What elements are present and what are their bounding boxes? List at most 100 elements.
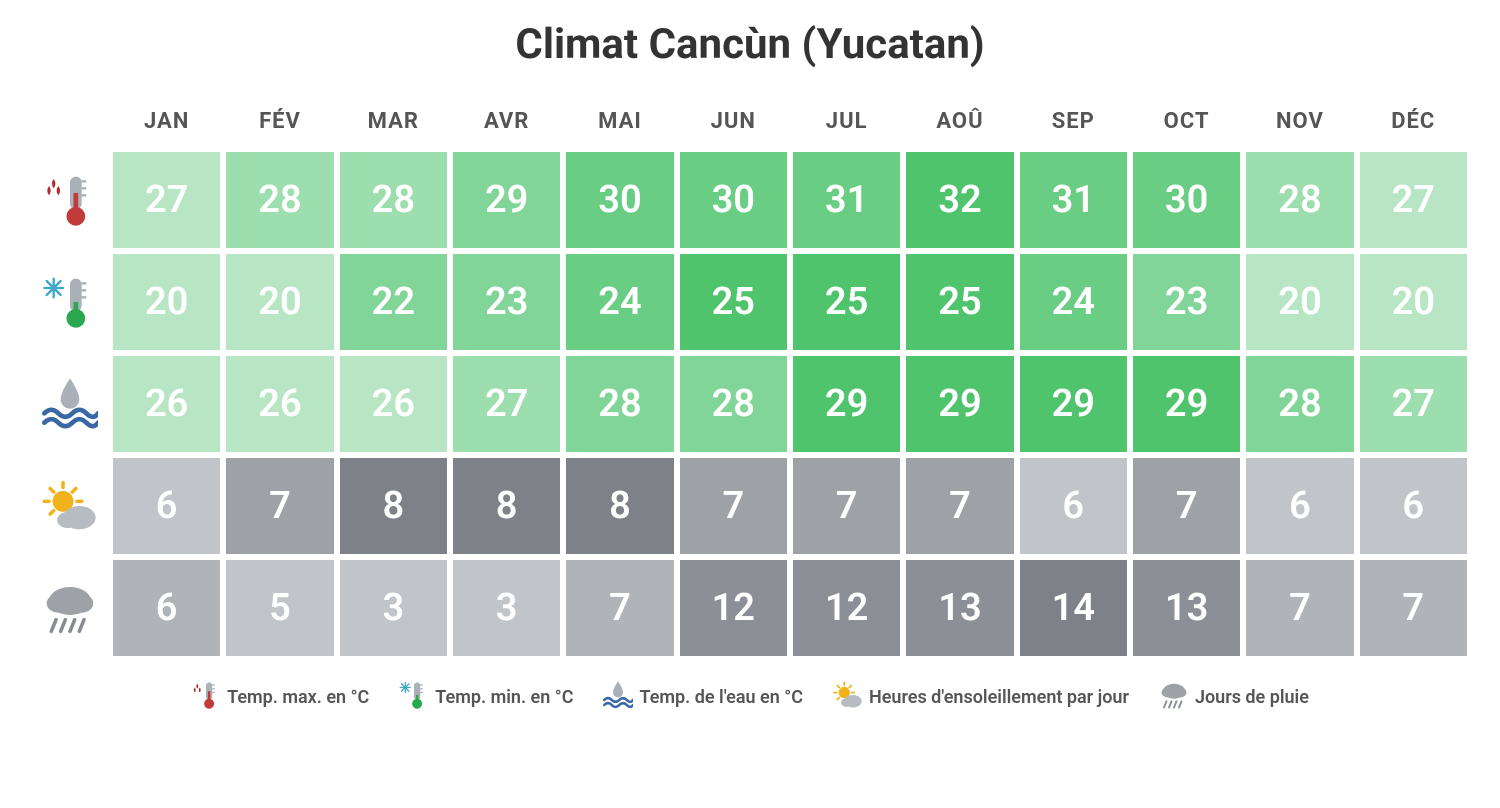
cell-temp_max: 32 [906,152,1013,248]
cell-temp_max: 30 [1133,152,1240,248]
cell-sun: 7 [1133,458,1240,554]
cell-sun: 7 [680,458,787,554]
thermometer-cold-icon [399,680,429,715]
cell-rain: 12 [680,560,787,656]
cell-rain: 3 [453,560,560,656]
cell-rain: 13 [906,560,1013,656]
month-header: AVR [450,99,563,144]
legend-item-rain-cloud: Jours de pluie [1159,680,1309,715]
legend-item-thermometer-hot: Temp. max. en °C [191,680,369,715]
cell-water: 28 [1246,356,1353,452]
cell-temp_min: 25 [793,254,900,350]
cell-water: 26 [113,356,220,452]
cell-sun: 8 [566,458,673,554]
legend-label: Temp. de l'eau en °C [639,687,803,708]
cell-temp_min: 25 [680,254,787,350]
cell-temp_max: 30 [680,152,787,248]
cell-temp_min: 22 [340,254,447,350]
month-header: NOV [1243,99,1356,144]
cell-sun: 8 [453,458,560,554]
row-water: 262626272828292929292827 [30,356,1470,452]
legend-label: Jours de pluie [1195,687,1309,708]
legend-item-thermometer-cold: Temp. min. en °C [399,680,573,715]
cell-sun: 7 [793,458,900,554]
months-header-row: JANFÉVMARAVRMAIJUNJULAOÛSEPOCTNOVDÉC [30,99,1470,144]
month-header: SEP [1017,99,1130,144]
cell-sun: 6 [1020,458,1127,554]
legend-label: Heures d'ensoleillement par jour [869,687,1129,708]
cell-water: 27 [1360,356,1467,452]
month-header: OCT [1130,99,1243,144]
cell-sun: 8 [340,458,447,554]
cell-temp_max: 31 [793,152,900,248]
cell-sun: 7 [906,458,1013,554]
thermometer-hot-icon [191,680,221,715]
cell-temp_max: 28 [1246,152,1353,248]
cell-temp_min: 23 [453,254,560,350]
row-temp_max: 272828293030313231302827 [30,152,1470,248]
cell-temp_min: 20 [1246,254,1353,350]
cell-water: 26 [340,356,447,452]
cell-water: 29 [793,356,900,452]
water-temp-icon [603,680,633,715]
month-header: JUL [790,99,903,144]
cell-temp_max: 27 [113,152,220,248]
cell-temp_max: 31 [1020,152,1127,248]
cell-sun: 6 [1246,458,1353,554]
cell-sun: 7 [226,458,333,554]
legend: Temp. max. en °C Temp. min. en °C Temp. … [30,680,1470,715]
month-header: FÉV [223,99,336,144]
page-title: Climat Cancùn (Yucatan) [30,20,1470,69]
month-header: JAN [110,99,223,144]
cell-temp_max: 28 [226,152,333,248]
cell-temp_max: 30 [566,152,673,248]
cell-temp_min: 24 [566,254,673,350]
cell-temp_min: 20 [1360,254,1467,350]
month-header: MAR [337,99,450,144]
cell-rain: 13 [1133,560,1240,656]
cell-temp_min: 24 [1020,254,1127,350]
cell-rain: 12 [793,560,900,656]
cell-temp_min: 23 [1133,254,1240,350]
legend-item-water-temp: Temp. de l'eau en °C [603,680,803,715]
cell-water: 26 [226,356,333,452]
cell-temp_max: 27 [1360,152,1467,248]
rain-cloud-icon [30,560,110,656]
row-sun: 678887776766 [30,458,1470,554]
legend-label: Temp. max. en °C [227,687,369,708]
legend-label: Temp. min. en °C [435,687,573,708]
cell-water: 29 [1133,356,1240,452]
month-header: JUN [677,99,790,144]
cell-temp_min: 20 [226,254,333,350]
cell-temp_max: 29 [453,152,560,248]
cell-water: 29 [906,356,1013,452]
cell-water: 27 [453,356,560,452]
cell-temp_min: 25 [906,254,1013,350]
month-header: MAI [563,99,676,144]
legend-item-sun-cloud: Heures d'ensoleillement par jour [833,680,1129,715]
month-header: AOÛ [903,99,1016,144]
cell-water: 29 [1020,356,1127,452]
rain-cloud-icon [1159,680,1189,715]
cell-rain: 5 [226,560,333,656]
cell-sun: 6 [1360,458,1467,554]
cell-rain: 6 [113,560,220,656]
header-spacer [30,99,110,144]
row-rain: 65337121213141377 [30,560,1470,656]
cell-temp_min: 20 [113,254,220,350]
cell-sun: 6 [113,458,220,554]
cell-temp_max: 28 [340,152,447,248]
water-temp-icon [30,356,110,452]
cell-rain: 7 [566,560,673,656]
cell-rain: 7 [1246,560,1353,656]
sun-cloud-icon [833,680,863,715]
climate-table: JANFÉVMARAVRMAIJUNJULAOÛSEPOCTNOVDÉC 272… [30,99,1470,662]
thermometer-cold-icon [30,254,110,350]
cell-rain: 7 [1360,560,1467,656]
cell-water: 28 [566,356,673,452]
month-header: DÉC [1357,99,1470,144]
thermometer-hot-icon [30,152,110,248]
sun-cloud-icon [30,458,110,554]
cell-water: 28 [680,356,787,452]
row-temp_min: 202022232425252524232020 [30,254,1470,350]
